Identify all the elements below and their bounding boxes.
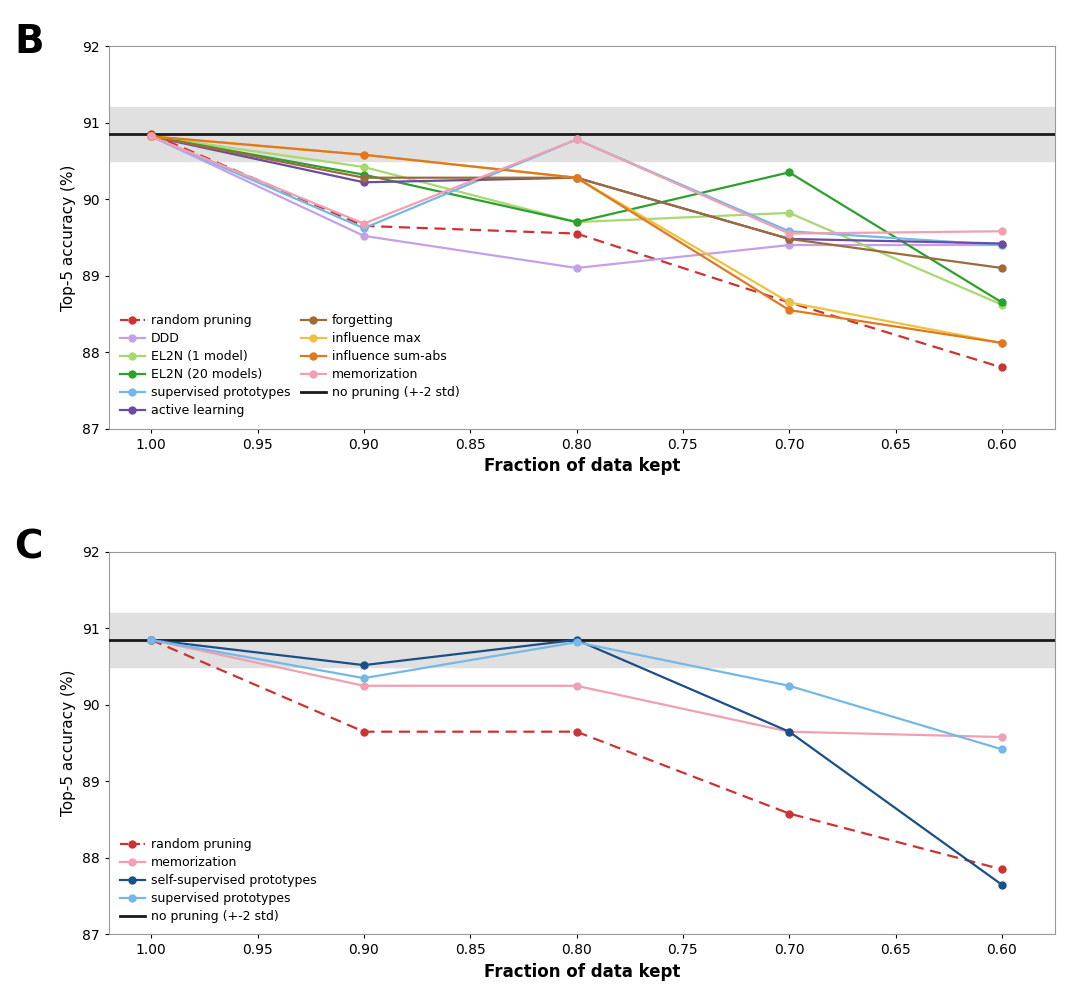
Bar xyxy=(109,108,1055,161)
Legend: random pruning, memorization, self-supervised prototypes, supervised prototypes,: random pruning, memorization, self-super… xyxy=(114,833,322,929)
Y-axis label: Top-5 accuracy (%): Top-5 accuracy (%) xyxy=(62,670,77,816)
Legend: random pruning, DDD, EL2N (1 model), EL2N (20 models), supervised prototypes, ac: random pruning, DDD, EL2N (1 model), EL2… xyxy=(114,310,464,423)
Text: C: C xyxy=(14,529,42,567)
Y-axis label: Top-5 accuracy (%): Top-5 accuracy (%) xyxy=(62,164,77,311)
Bar xyxy=(109,613,1055,667)
X-axis label: Fraction of data kept: Fraction of data kept xyxy=(484,457,680,475)
X-axis label: Fraction of data kept: Fraction of data kept xyxy=(484,963,680,981)
Text: B: B xyxy=(14,23,43,61)
